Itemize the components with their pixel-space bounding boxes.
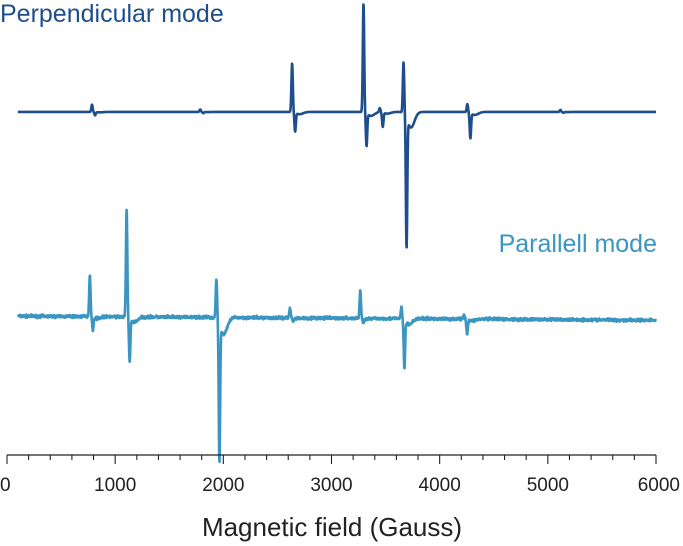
x-axis-title: Magnetic field (Gauss) xyxy=(202,512,462,542)
parallell-mode-label: Parallell mode xyxy=(499,230,657,258)
x-tick-label: 4000 xyxy=(419,475,461,496)
x-tick-label: 6000 xyxy=(638,475,680,496)
x-tick-label: 5000 xyxy=(527,475,569,496)
perpendicular-mode-trace xyxy=(16,3,658,249)
x-tick-label: 3000 xyxy=(310,475,352,496)
x-axis-ticks: 0 1000 2000 3000 4000 5000 6000 xyxy=(0,455,680,496)
parallell-mode-trace xyxy=(16,208,658,464)
trace-layer xyxy=(16,3,658,464)
x-tick-label: 2000 xyxy=(202,475,244,496)
x-tick-label: 1000 xyxy=(94,475,136,496)
perpendicular-mode-label: Perpendicular mode xyxy=(0,0,224,28)
x-tick-label: 0 xyxy=(0,475,11,496)
